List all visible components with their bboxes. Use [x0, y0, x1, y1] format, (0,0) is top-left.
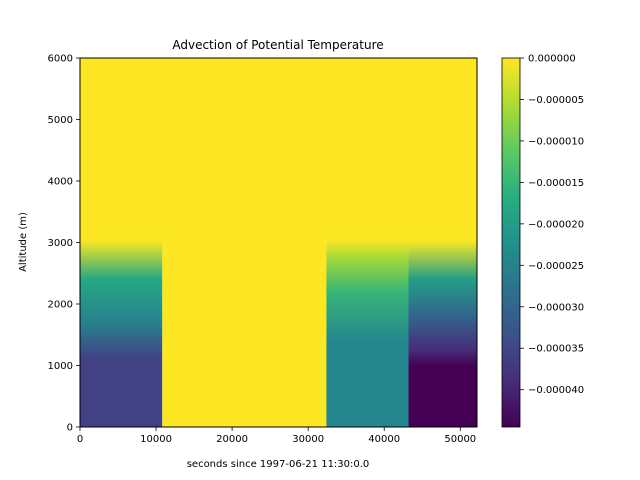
x-axis-label: seconds since 1997-06-21 11:30:0.0 [187, 459, 370, 470]
x-tick-label: 10000 [140, 434, 172, 445]
chart-title: Advection of Potential Temperature [172, 38, 383, 52]
colorbar-tick-label: −0.000035 [528, 344, 584, 355]
x-tick-label: 20000 [216, 434, 248, 445]
y-tick-label: 5000 [48, 115, 73, 126]
x-tick-label: 0 [77, 434, 83, 445]
y-tick-label: 6000 [48, 54, 73, 65]
x-tick-label: 50000 [444, 434, 476, 445]
colorbar-tick-label: −0.000040 [528, 385, 584, 396]
y-axis: 0 1000 2000 3000 4000 5000 6000 [48, 54, 80, 434]
colorbar-tick-label: −0.000025 [528, 261, 584, 272]
x-tick-label: 30000 [292, 434, 324, 445]
heatmap-segment [162, 58, 327, 427]
colorbar-tick-label: −0.000015 [528, 178, 584, 189]
colorbar-tick-label: 0.000000 [528, 54, 576, 65]
colorbar-tick-label: −0.000010 [528, 136, 584, 147]
heatmap-segment [408, 58, 478, 427]
heatmap-segment [326, 58, 410, 427]
colorbar: 0.000000 −0.000005 −0.000010 −0.000015 −0.00… [501, 54, 584, 428]
y-tick-label: 4000 [48, 177, 73, 188]
colorbar-tick-label: −0.000020 [528, 219, 584, 230]
heatmap-segment [80, 58, 163, 427]
x-tick-label: 40000 [368, 434, 400, 445]
x-axis: 0 10000 20000 30000 40000 50000 [77, 427, 476, 445]
colorbar-tick-label: −0.000005 [528, 95, 584, 106]
plot-area [80, 58, 478, 427]
y-tick-label: 2000 [48, 300, 73, 311]
colorbar-gradient [501, 57, 521, 428]
y-tick-label: 3000 [48, 238, 73, 249]
colorbar-tick-label: −0.000030 [528, 302, 584, 313]
y-axis-label: Altitude (m) [18, 212, 29, 272]
y-tick-label: 1000 [48, 361, 73, 372]
y-tick-label: 0 [67, 423, 73, 434]
